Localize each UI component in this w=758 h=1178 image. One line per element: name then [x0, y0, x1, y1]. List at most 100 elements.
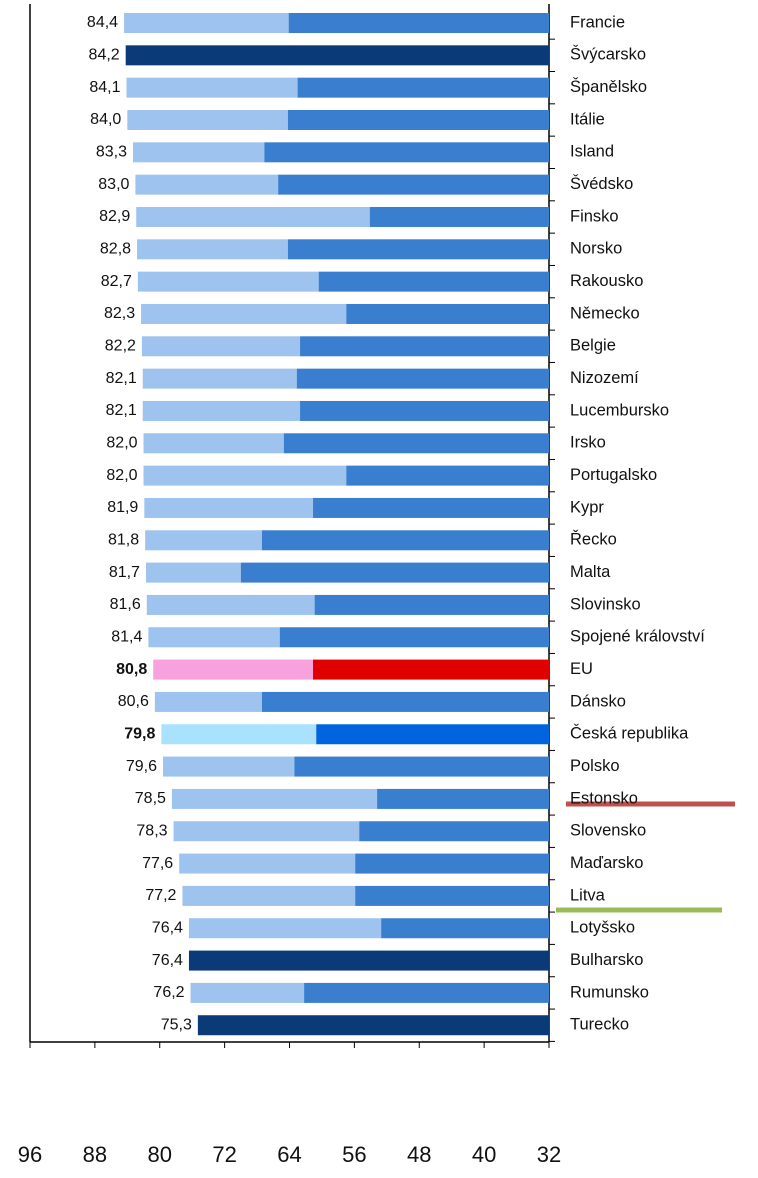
bar-dark-segment — [283, 433, 549, 454]
category-label: Finsko — [570, 207, 619, 225]
bar — [197, 1015, 549, 1036]
value-label: 82,9 — [99, 208, 130, 225]
category-label: Kypr — [570, 498, 604, 516]
bar-light-segment — [146, 594, 315, 615]
value-label: 78,3 — [136, 822, 167, 839]
bar — [125, 45, 550, 66]
bar-light-segment — [137, 239, 288, 260]
value-label: 82,1 — [106, 370, 137, 387]
category-label: Portugalsko — [570, 466, 657, 484]
bar-light-segment — [137, 271, 319, 292]
category-label: Norsko — [570, 240, 622, 258]
category-label: Polsko — [570, 757, 620, 775]
x-tick-label: 56 — [342, 1142, 366, 1167]
bar-dark-segment — [279, 627, 549, 648]
category-label: Bulharsko — [570, 951, 643, 969]
bar-dark-segment — [346, 465, 549, 486]
value-label: 76,4 — [152, 952, 183, 969]
bar-dark-segment — [240, 562, 549, 583]
bar-light-segment — [179, 853, 356, 874]
value-label: 80,6 — [118, 693, 149, 710]
bar-dark-segment — [313, 659, 549, 680]
x-tick-label: 64 — [277, 1142, 301, 1167]
bar-light-segment — [145, 562, 241, 583]
x-tick-label: 40 — [472, 1142, 496, 1167]
value-label: 82,8 — [100, 241, 131, 258]
category-label: Slovensko — [570, 822, 646, 840]
category-label: Itálie — [570, 110, 605, 128]
x-tick-label: 72 — [212, 1142, 236, 1167]
category-label: Lotyšsko — [570, 919, 635, 937]
category-label: Španělsko — [570, 77, 647, 96]
value-label: 84,1 — [89, 79, 120, 96]
bar-light-segment — [143, 465, 347, 486]
value-label: 82,0 — [106, 467, 137, 484]
value-label: 81,4 — [111, 628, 142, 645]
bar-dark-segment — [261, 691, 549, 712]
bar-dark-segment — [294, 756, 549, 777]
bar-dark-segment — [377, 788, 549, 809]
category-label: Německo — [570, 304, 640, 322]
bar-dark-segment — [264, 142, 549, 163]
value-label: 82,1 — [106, 402, 137, 419]
bar-light-segment — [127, 109, 288, 130]
bar-light-segment — [136, 206, 370, 227]
bar-dark-segment — [278, 174, 549, 195]
x-tick-label: 80 — [148, 1142, 172, 1167]
value-label: 83,3 — [96, 144, 127, 161]
bar-light-segment — [142, 368, 297, 389]
bar-dark-segment — [355, 885, 549, 906]
bar-light-segment — [141, 336, 301, 357]
category-label: Švédsko — [570, 174, 633, 193]
value-label: 84,4 — [87, 14, 118, 31]
category-label: Česká republika — [570, 724, 689, 743]
bar-dark-segment — [369, 206, 549, 227]
bar-dark-segment — [381, 918, 549, 939]
category-label: EU — [570, 660, 593, 678]
bar-light-segment — [173, 821, 360, 842]
category-label: Turecko — [570, 1016, 629, 1034]
bar-light-segment — [126, 77, 298, 98]
category-label: Řecko — [570, 530, 617, 549]
value-label: 81,7 — [109, 564, 140, 581]
value-label: 76,2 — [153, 984, 184, 1001]
value-label: 78,5 — [135, 790, 166, 807]
value-label: 84,0 — [90, 111, 121, 128]
bar-light-segment — [188, 918, 382, 939]
category-label: Island — [570, 143, 614, 161]
bar-light-segment — [132, 142, 265, 163]
category-label: Estonsko — [570, 789, 638, 807]
value-label: 83,0 — [98, 176, 129, 193]
value-label: 79,8 — [124, 725, 155, 742]
bar-light-segment — [154, 691, 262, 712]
category-label: Irsko — [570, 434, 606, 452]
value-label: 77,6 — [142, 855, 173, 872]
x-tick-label: 32 — [537, 1142, 561, 1167]
bar — [188, 950, 549, 971]
value-label: 81,8 — [108, 531, 139, 548]
bar-light-segment — [144, 497, 314, 518]
bar-dark-segment — [287, 109, 549, 130]
value-label: 82,2 — [105, 338, 136, 355]
category-label: Litva — [570, 886, 606, 904]
bar-dark-segment — [355, 853, 549, 874]
value-label: 81,9 — [107, 499, 138, 516]
value-label: 76,4 — [152, 919, 183, 936]
bar-dark-segment — [304, 982, 549, 1003]
bar-dark-segment — [300, 400, 549, 421]
bar-light-segment — [145, 530, 262, 551]
value-label: 82,3 — [104, 305, 135, 322]
category-label: Nizozemí — [570, 369, 639, 387]
value-label: 81,6 — [110, 596, 141, 613]
x-tick-label: 88 — [83, 1142, 107, 1167]
value-label: 80,8 — [116, 661, 147, 678]
bar-dark-segment — [261, 530, 549, 551]
category-label: Malta — [570, 563, 611, 581]
category-label: Rumunsko — [570, 983, 649, 1001]
category-label: Francie — [570, 13, 625, 31]
bar-dark-segment — [359, 821, 549, 842]
bar-dark-segment — [300, 336, 549, 357]
value-label: 82,0 — [106, 435, 137, 452]
bar-light-segment — [161, 724, 317, 745]
